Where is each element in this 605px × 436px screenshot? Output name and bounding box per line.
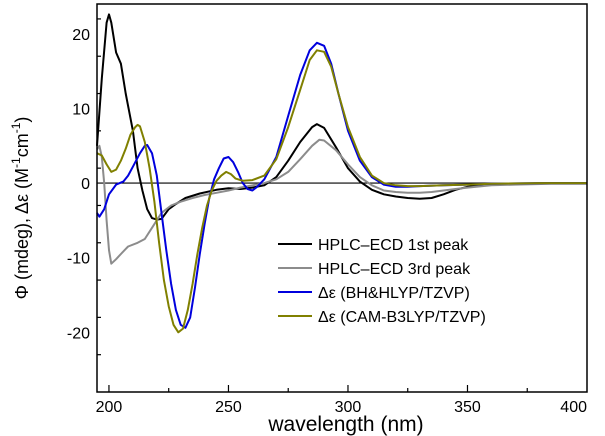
x-tick-label: 200 xyxy=(96,399,123,416)
y-axis-ticks: -20 -10 0 10 20 xyxy=(67,18,101,356)
series-lines xyxy=(96,13,587,334)
legend-label-4: Δε (CAM-B3LYP/TZVP) xyxy=(318,309,486,326)
x-tick-label: 250 xyxy=(215,399,242,416)
x-axis-ticks: 200 250 300 350 400 xyxy=(96,385,587,416)
y-tick-label: 0 xyxy=(81,176,90,193)
y-axis-title-suffix: ) xyxy=(12,117,32,123)
legend-label-3: Δε (BH&HLYP/TZVP) xyxy=(318,285,470,302)
x-tick-label: 300 xyxy=(335,399,362,416)
y-tick-label: 20 xyxy=(72,27,90,44)
x-tick-label: 350 xyxy=(454,399,481,416)
y-axis-title-exp1: -1 xyxy=(9,157,23,168)
legend-label-2: HPLC–ECD 3rd peak xyxy=(318,261,471,278)
y-tick-label: -10 xyxy=(67,251,90,268)
y-axis-title-exp2: -1 xyxy=(9,122,23,133)
series-line-2 xyxy=(96,138,587,265)
y-tick-label: 10 xyxy=(72,101,90,118)
legend-label-1: HPLC–ECD 1st peak xyxy=(318,237,469,254)
y-axis-title: Φ (mdeg), Δε (M-1cm-1) xyxy=(9,117,32,300)
plot-frame xyxy=(96,3,588,393)
series-line-1 xyxy=(96,13,587,221)
x-tick-label: 400 xyxy=(560,399,587,416)
x-axis-title: wavelength (nm) xyxy=(267,413,423,436)
y-axis-title-prefix: Φ (mdeg), Δε (M xyxy=(12,168,32,299)
series-line-4 xyxy=(96,49,587,334)
y-tick-label: -20 xyxy=(67,325,90,342)
legend: HPLC–ECD 1st peak HPLC–ECD 3rd peak Δε (BH… xyxy=(278,237,486,326)
y-axis-title-unit: cm xyxy=(12,133,32,157)
